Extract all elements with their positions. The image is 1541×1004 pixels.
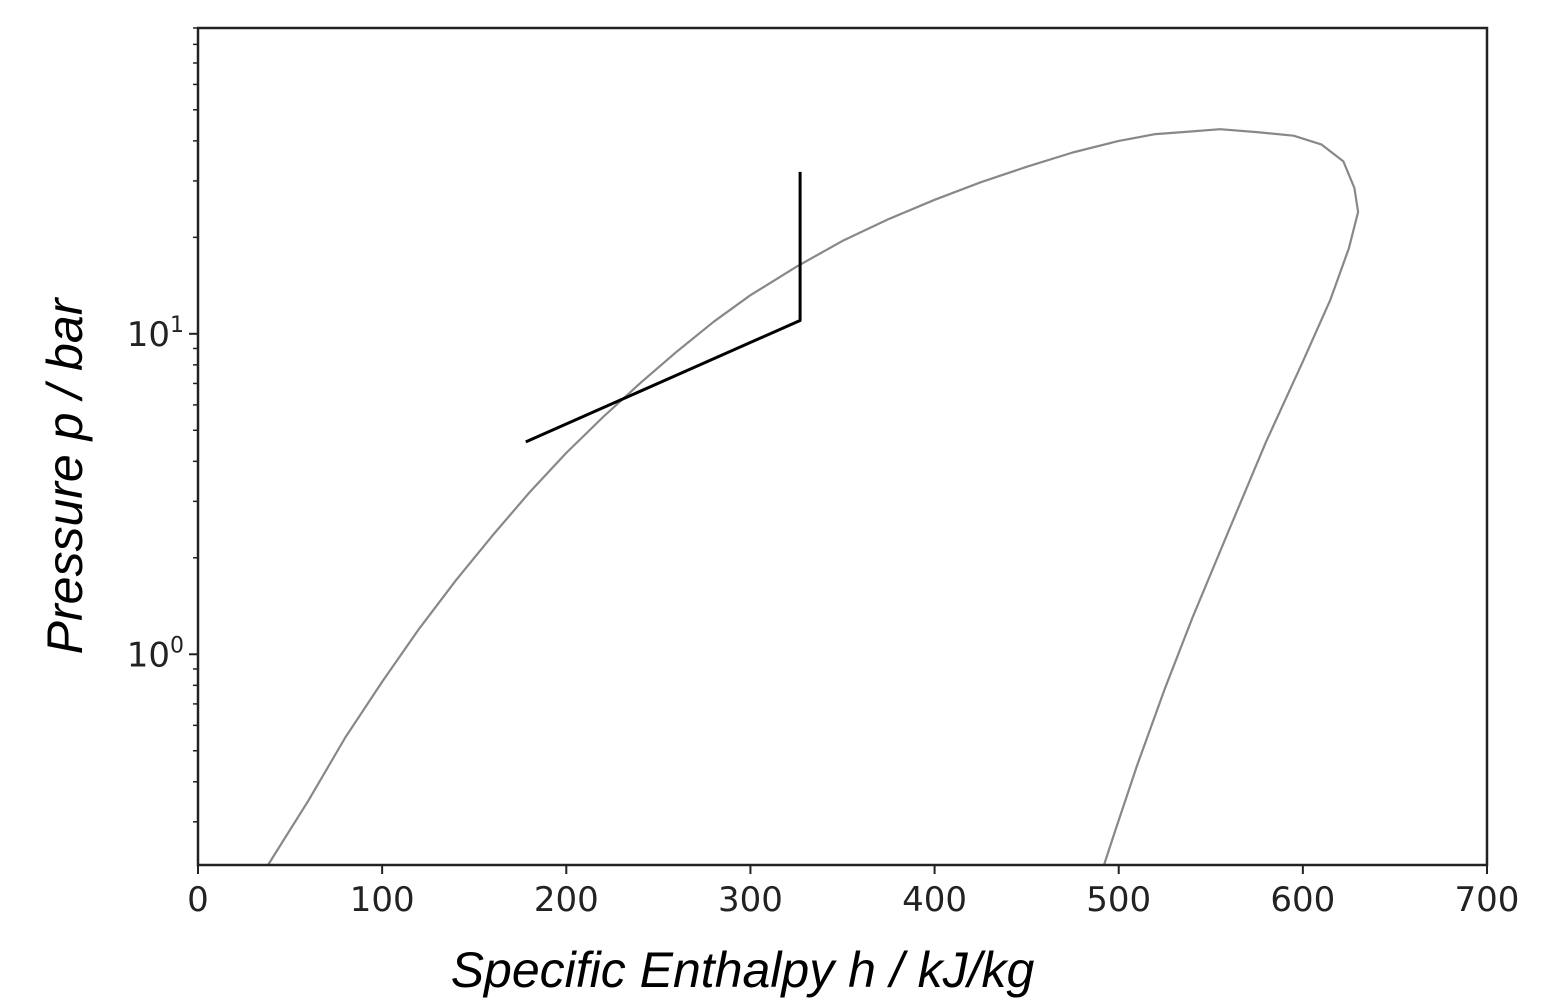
ticks-layer	[189, 27, 1488, 874]
x-tick-labels: 0 100 200 300 400 500 600 700	[187, 880, 1519, 920]
series-layer	[267, 128, 1360, 866]
y-axis-title: Pressure p / bar	[37, 296, 93, 654]
x-tick-label: 600	[1270, 880, 1335, 920]
series-line-2	[525, 171, 802, 444]
y-tick-labels: 100 101	[127, 313, 184, 675]
x-tick-label: 100	[350, 880, 415, 920]
plot-frame	[196, 26, 1489, 867]
x-tick-label: 500	[1086, 880, 1151, 920]
y-tick-label: 100	[127, 633, 184, 675]
y-tick-label: 101	[127, 313, 184, 355]
x-tick-label: 300	[718, 880, 783, 920]
x-tick-label: 0	[187, 880, 209, 920]
x-tick-label: 200	[534, 880, 599, 920]
x-axis-title: Specific Enthalpy h / kJ/kg	[451, 942, 1035, 998]
x-tick-label: 400	[902, 880, 967, 920]
x-tick-label: 700	[1455, 880, 1520, 920]
series-line-1	[267, 128, 1360, 866]
